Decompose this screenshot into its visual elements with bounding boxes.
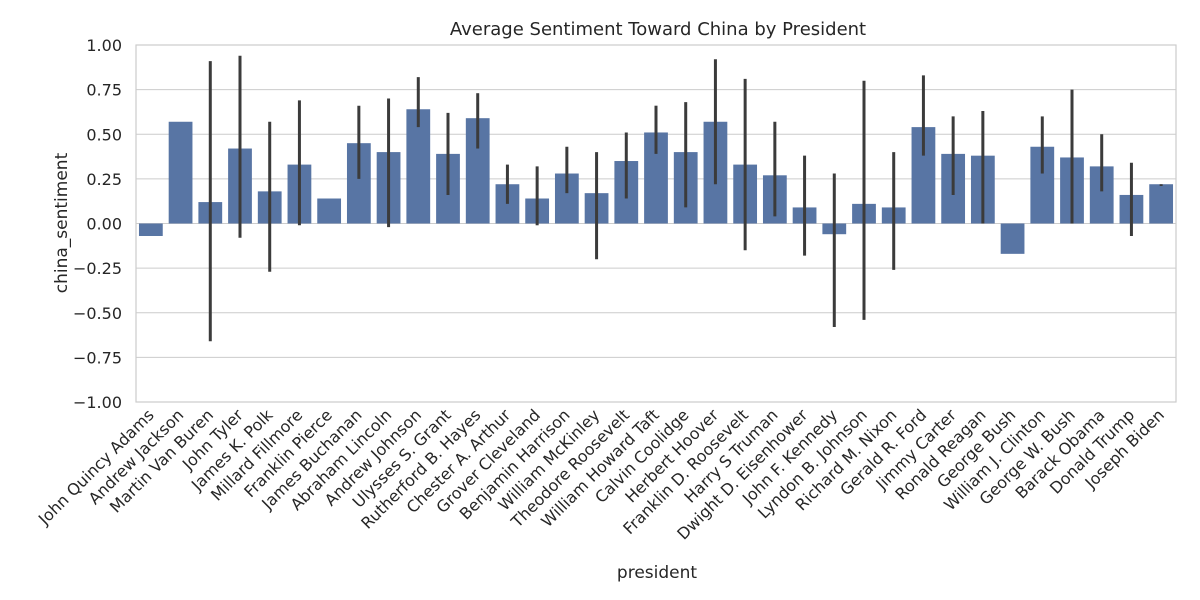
bar	[406, 109, 431, 224]
bar	[1089, 166, 1114, 224]
bar	[554, 173, 579, 224]
y-tick-label: 0.75	[86, 81, 122, 100]
y-tick-label: 0.00	[86, 215, 122, 234]
bar	[138, 223, 163, 236]
bar	[644, 132, 668, 224]
bar	[346, 143, 371, 224]
bar	[1149, 184, 1174, 224]
error-bars	[208, 55, 1163, 342]
plot-frame	[135, 44, 1177, 403]
bar	[168, 121, 193, 224]
y-tick-label: −1.00	[73, 393, 122, 412]
x-tick-label: John Quincy Adams	[34, 405, 158, 529]
bar	[465, 118, 490, 224]
y-tick-label: 0.50	[86, 125, 122, 144]
bar	[1030, 146, 1055, 224]
y-tick-labels: −1.00 −0.75 −0.50 −0.25 0.00 0.25 0.50 0.75 1.00	[73, 36, 122, 412]
bar	[1000, 223, 1025, 254]
y-tick-label: −0.25	[73, 259, 122, 278]
chart-title: Average Sentiment Toward China by Presid…	[450, 19, 866, 40]
y-axis-label: china_sentiment	[52, 152, 72, 293]
y-tick-label: −0.75	[73, 348, 122, 367]
bar	[317, 198, 342, 224]
x-axis-label: president	[617, 563, 697, 583]
y-tick-label: −0.50	[73, 304, 122, 323]
y-tick-label: 0.25	[86, 170, 122, 189]
y-tick-label: 1.00	[86, 36, 122, 55]
bar	[911, 127, 936, 224]
